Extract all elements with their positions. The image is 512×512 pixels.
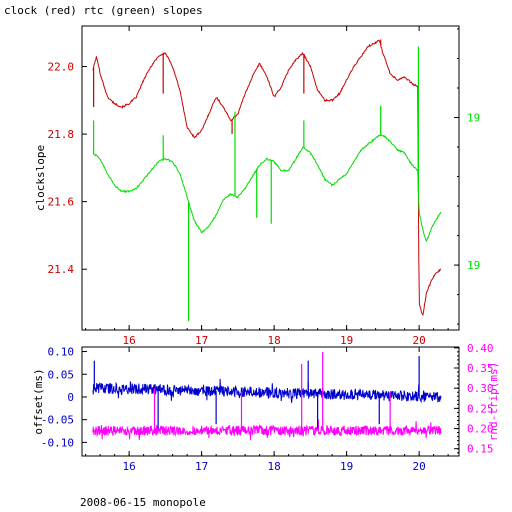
x-tick-label: 16 <box>123 460 136 473</box>
x-tick-label: 20 <box>413 460 426 473</box>
series-line-red <box>92 39 442 317</box>
x-tick-label: 17 <box>195 334 208 347</box>
series-line-green <box>92 133 442 243</box>
y2-tick-label: 0.35 <box>467 362 494 375</box>
x-tick-label: 19 <box>340 334 353 347</box>
y2-tick-label: 19 <box>467 111 480 124</box>
y2-tick-label: 0.15 <box>467 443 494 456</box>
footer-caption: 2008-06-15 monopole <box>80 496 206 509</box>
y2-axis-label: rnd-trip(ms) <box>487 362 500 441</box>
x-tick-label: 19 <box>340 460 353 473</box>
y-tick-label: 0.10 <box>48 346 75 359</box>
y-tick-label: -0.10 <box>41 436 74 449</box>
series-line-blue <box>92 378 442 404</box>
y2-tick-label: 0.25 <box>467 402 494 415</box>
chart-title: clock (red) rtc (green) slopes <box>4 4 203 17</box>
y2-tick-label: 0.30 <box>467 382 494 395</box>
y2-tick-label: 19 <box>467 259 480 272</box>
y-axis-label: offset(ms) <box>32 368 45 434</box>
y-tick-label: 21.8 <box>48 128 75 141</box>
plot-frame-0 <box>81 25 460 331</box>
x-tick-label: 17 <box>195 460 208 473</box>
x-tick-label: 16 <box>123 334 136 347</box>
x-tick-label: 18 <box>268 334 281 347</box>
y-tick-label: 0 <box>67 391 74 404</box>
y-tick-label: 0.05 <box>48 368 75 381</box>
series-line-magenta <box>92 419 442 441</box>
y-tick-label: 21.6 <box>48 196 75 209</box>
y-tick-label: 21.4 <box>48 263 75 276</box>
y2-tick-label: 0.20 <box>467 423 494 436</box>
y-tick-label: -0.05 <box>41 414 74 427</box>
y-axis-label: clockslope <box>34 145 47 211</box>
plot-frame-1 <box>81 346 460 457</box>
x-tick-label: 20 <box>413 334 426 347</box>
y2-tick-label: 0.40 <box>467 342 494 355</box>
x-tick-label: 18 <box>268 460 281 473</box>
y-tick-label: 22.0 <box>48 61 75 74</box>
